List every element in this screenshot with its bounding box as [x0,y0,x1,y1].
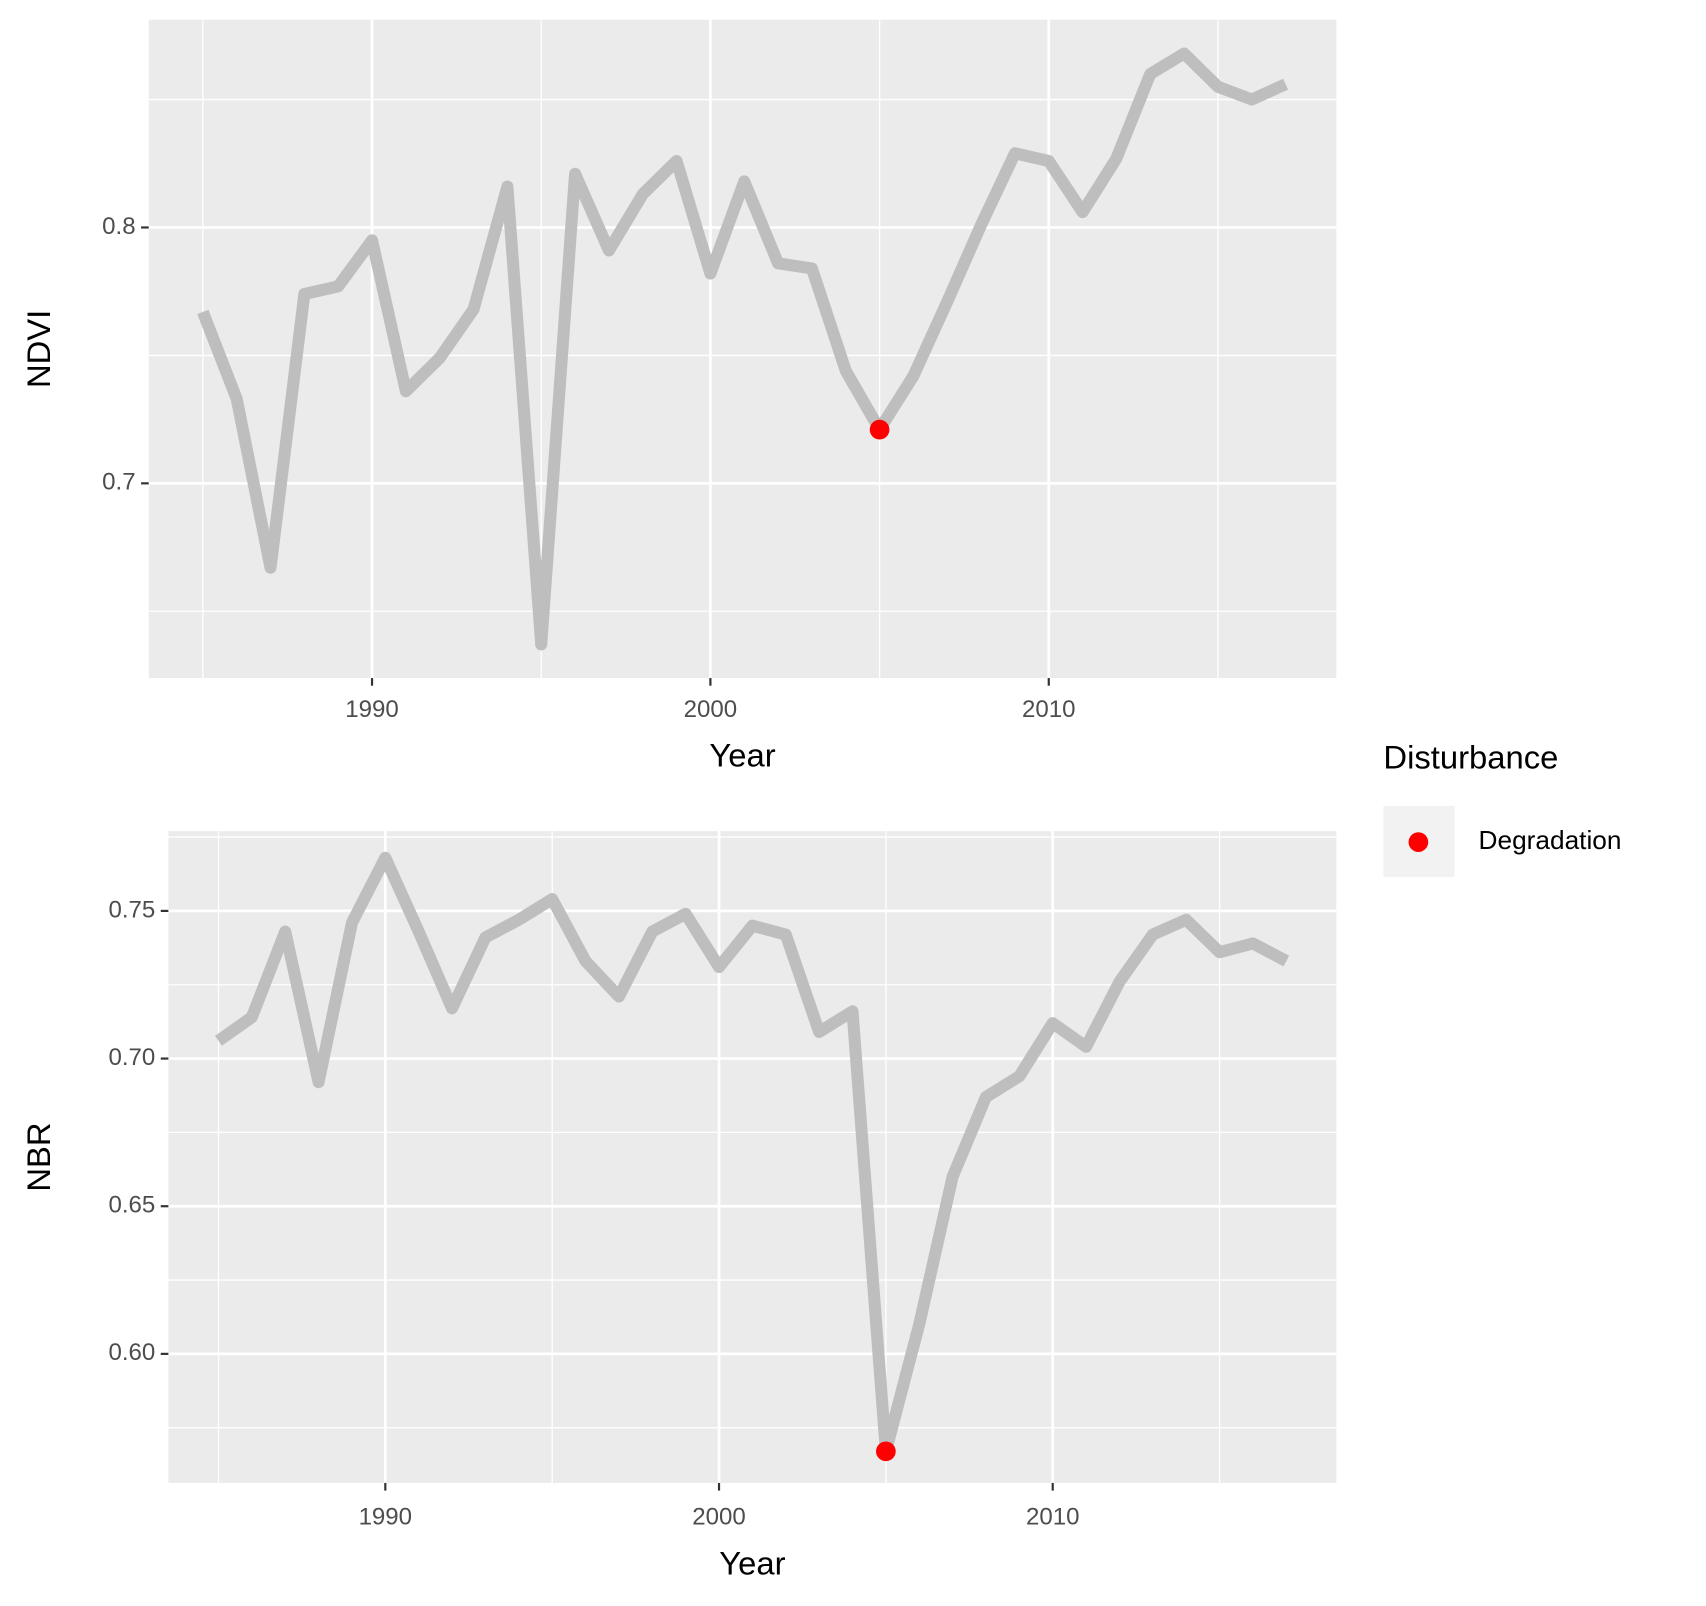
data-line [197,47,1289,651]
disturbance-point [876,1441,896,1462]
legend-title: Disturbance [1383,739,1558,776]
panel-background [168,831,1337,1483]
x-tick-label: 1990 [359,1503,413,1530]
disturbance-point [869,419,890,440]
legend-label: Degradation [1479,825,1622,855]
y-axis-title: NBR [20,1122,57,1191]
x-tick-label: 2000 [684,696,738,723]
x-axis-title: Year [709,737,775,774]
y-tick-label: 0.7 [102,469,135,496]
y-tick-label: 0.70 [108,1044,155,1071]
x-axis-title: Year [719,1545,785,1582]
y-tick-label: 0.60 [108,1339,155,1366]
x-tick-label: 2000 [692,1503,746,1530]
x-tick-label: 2010 [1026,1503,1080,1530]
y-axis-title: NDVI [20,310,57,388]
x-tick-label: 1990 [345,696,399,723]
y-tick-label: 0.65 [108,1192,155,1219]
panel-background [148,19,1337,679]
data-line [214,851,1290,1458]
legend-marker [1408,832,1429,852]
x-tick-label: 2010 [1022,696,1076,723]
y-tick-label: 0.75 [108,896,155,923]
y-tick-label: 0.8 [102,213,135,240]
